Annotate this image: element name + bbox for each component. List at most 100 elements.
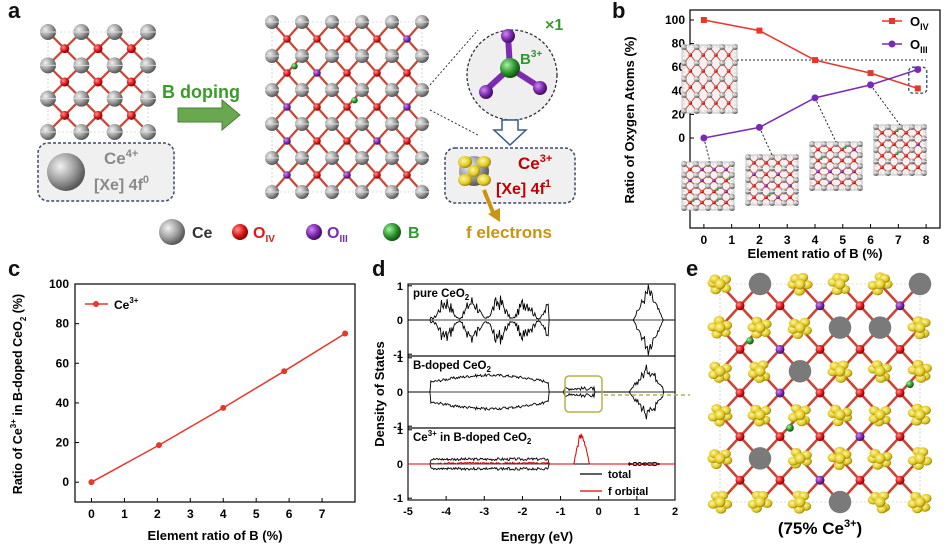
ce4-label: Ce4+ bbox=[104, 148, 138, 168]
svg-text:Ce: Ce bbox=[192, 225, 213, 242]
panel-c-xtick: 5 bbox=[253, 507, 260, 521]
structure-thumbnail bbox=[681, 44, 738, 114]
svg-text:Ce3+: Ce3+ bbox=[114, 296, 139, 312]
data-point bbox=[156, 442, 162, 449]
dos-total-curve bbox=[408, 463, 675, 472]
panel-d-ytick: -1 bbox=[393, 493, 403, 505]
panel-b-xtick: 4 bbox=[812, 233, 819, 247]
panel-d-ytick: -1 bbox=[393, 349, 403, 361]
svg-text:OIV: OIV bbox=[253, 225, 275, 245]
panel-c-xtick: 4 bbox=[220, 507, 227, 521]
panel-b-ytick: 0 bbox=[678, 131, 685, 145]
dos-subplot-title: Ce3+ in B-doped CeO2 bbox=[413, 429, 532, 446]
f-electrons-label: f electrons bbox=[466, 223, 552, 242]
dos-total-curve bbox=[408, 364, 675, 393]
panel-c-ytick: 100 bbox=[49, 277, 69, 291]
b3-label: B3+ bbox=[520, 49, 542, 68]
svg-text:B: B bbox=[408, 225, 420, 242]
panel-d-xtick: 0 bbox=[596, 506, 602, 518]
panel-b-xtick: 0 bbox=[701, 233, 708, 247]
data-point bbox=[700, 134, 708, 142]
dos-subplot-2: -1 0 1 -5 -4 -3 -2 -1 0 1 2 Ce3+ in B-doped CeO2 bbox=[393, 425, 678, 518]
panel-c-ylabel: Ratio of Ce3+ in B-doped CeO2 (%) bbox=[9, 294, 28, 494]
dos-total-curve bbox=[408, 456, 675, 465]
panel-d-ytick: 0 bbox=[397, 315, 403, 327]
ce4-config: [Xe] 4f0 bbox=[94, 174, 149, 194]
panel-c-xtick: 3 bbox=[187, 507, 194, 521]
data-point bbox=[756, 27, 763, 34]
panel-label-b: b bbox=[612, 0, 626, 23]
panel-d-xtick: -1 bbox=[556, 506, 566, 518]
data-point bbox=[811, 94, 819, 102]
panel-e-caption: (75% Ce3+) bbox=[778, 518, 862, 538]
panel-d-ytick: 1 bbox=[397, 281, 403, 293]
panel-e-structure: (75% Ce3+) bbox=[707, 272, 933, 538]
panel-d-xtick: -4 bbox=[441, 506, 452, 518]
doping-arrow bbox=[177, 98, 241, 132]
panel-d-xtick: -2 bbox=[518, 506, 528, 518]
panel-label-e: e bbox=[686, 256, 699, 281]
panel-c-xtick: 0 bbox=[88, 507, 95, 521]
panel-c-ytick: 80 bbox=[56, 317, 70, 331]
panel-label-c: c bbox=[8, 256, 21, 281]
panel-b-xtick: 8 bbox=[923, 233, 930, 247]
panel-d-ytick: -1 bbox=[393, 421, 403, 433]
panel-label-a: a bbox=[8, 0, 21, 23]
panel-b-xtick: 7 bbox=[895, 233, 902, 247]
dos-subplot-1: -1 0 1 B-doped CeO2 bbox=[393, 353, 676, 433]
panel-d-legend: total f orbital bbox=[580, 469, 648, 498]
panel-b-legend: OIV OIII bbox=[882, 14, 929, 55]
dos-f-orbital-curve bbox=[408, 433, 675, 465]
ce3-config: [Xe] 4f1 bbox=[496, 178, 551, 198]
panel-b-xtick: 5 bbox=[839, 233, 846, 247]
dos-subplot-0: -1 0 1 pure CeO2 bbox=[393, 281, 676, 361]
panel-c-xtick: 7 bbox=[319, 507, 326, 521]
dos-total-curve bbox=[408, 391, 675, 420]
structure-thumbnail bbox=[873, 124, 927, 176]
panel-b-xtick: 3 bbox=[784, 233, 791, 247]
panel-b-ytick: 100 bbox=[665, 13, 685, 27]
series-line bbox=[91, 332, 346, 483]
f-state-highlight bbox=[564, 375, 603, 413]
panel-b-xlabel: Element ratio of B (%) bbox=[747, 246, 882, 261]
panel-d-ylabel: Density of States bbox=[372, 341, 387, 446]
data-point bbox=[700, 17, 707, 23]
doped-lattice bbox=[265, 15, 429, 199]
data-point bbox=[867, 70, 874, 77]
data-point bbox=[914, 85, 921, 92]
panel-d-ytick: 1 bbox=[397, 353, 403, 365]
ce4-sphere bbox=[47, 153, 85, 191]
svg-text:OIII: OIII bbox=[910, 37, 928, 55]
panel-b-ylabel: Ratio of Oxygen Atoms (%) bbox=[622, 36, 637, 203]
dos-subplot-title: pure CeO2 bbox=[413, 288, 470, 302]
panel-d-xtick: 2 bbox=[672, 506, 678, 518]
panel-c-legend: Ce3+ bbox=[85, 296, 139, 312]
panel-label-d: d bbox=[372, 256, 386, 281]
svg-text:f orbital: f orbital bbox=[608, 486, 648, 498]
data-point bbox=[867, 81, 875, 89]
panel-d-ytick: 1 bbox=[397, 425, 403, 437]
data-point bbox=[755, 123, 763, 131]
ceo2-lattice bbox=[40, 24, 156, 140]
svg-text:total: total bbox=[608, 469, 631, 481]
data-point bbox=[88, 479, 95, 486]
panel-d-xlabel: Energy (eV) bbox=[501, 529, 573, 544]
panel-d-xtick: -5 bbox=[403, 506, 413, 518]
data-point bbox=[220, 404, 227, 411]
panel-d-xtick: -3 bbox=[479, 506, 489, 518]
structure-thumbnail bbox=[745, 154, 799, 206]
data-point bbox=[812, 57, 818, 64]
data-point bbox=[914, 66, 922, 74]
ce3-label: Ce3+ bbox=[518, 153, 552, 173]
count-b: ×1 bbox=[545, 17, 563, 34]
panel-d-ytick: 0 bbox=[397, 387, 403, 399]
panel-c-ytick: 60 bbox=[56, 356, 70, 370]
panel-c-ytick: 0 bbox=[62, 475, 69, 489]
panel-b-xtick: 2 bbox=[756, 233, 763, 247]
structure-thumbnail bbox=[809, 141, 863, 191]
atom-legend: Ce OIV OIII B bbox=[159, 219, 420, 245]
panel-a: Ce4+ [Xe] 4f0 B doping B3+ ×1 ×3 Ce3+ [X… bbox=[37, 15, 576, 245]
panel-c-chart: 0 1 2 3 4 5 6 7 0 20 40 60 80 100 Ce3+ Element ratio … bbox=[9, 277, 356, 543]
svg-text:OIII: OIII bbox=[327, 225, 348, 245]
